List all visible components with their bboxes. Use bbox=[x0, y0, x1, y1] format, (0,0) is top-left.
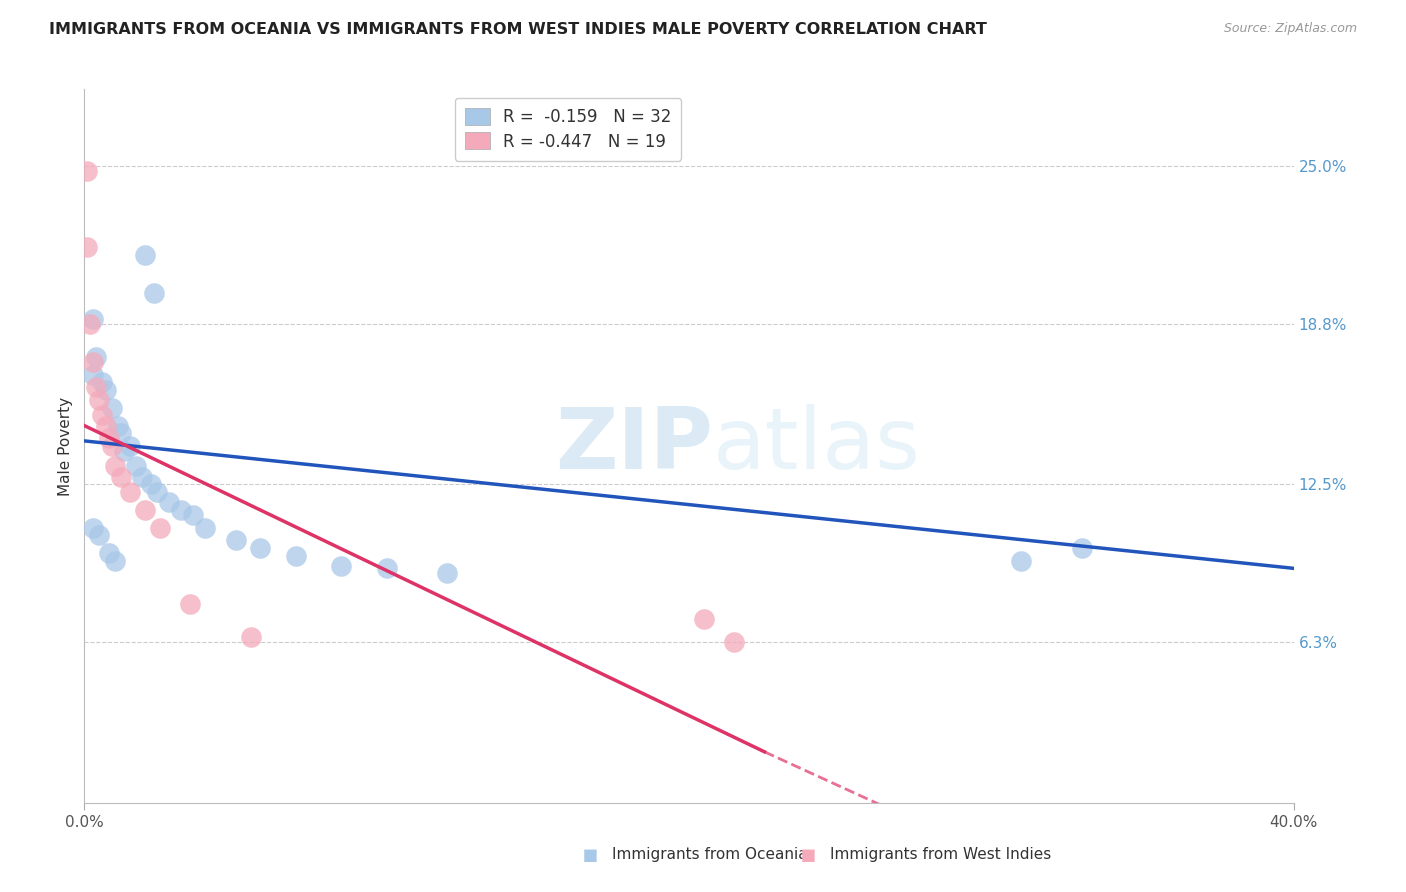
Point bbox=[693, 612, 716, 626]
Point bbox=[125, 459, 148, 474]
Point bbox=[104, 459, 127, 474]
Point bbox=[91, 409, 114, 423]
Point bbox=[330, 558, 353, 573]
Point bbox=[97, 546, 120, 560]
Text: IMMIGRANTS FROM OCEANIA VS IMMIGRANTS FROM WEST INDIES MALE POVERTY CORRELATION : IMMIGRANTS FROM OCEANIA VS IMMIGRANTS FR… bbox=[49, 22, 987, 37]
Y-axis label: Male Poverty: Male Poverty bbox=[58, 396, 73, 496]
Point bbox=[100, 401, 122, 415]
Point bbox=[91, 376, 114, 390]
Point bbox=[149, 520, 172, 534]
Text: Immigrants from Oceania: Immigrants from Oceania bbox=[612, 847, 807, 862]
Text: ▪: ▪ bbox=[800, 843, 817, 866]
Point bbox=[134, 502, 156, 516]
Text: Source: ZipAtlas.com: Source: ZipAtlas.com bbox=[1223, 22, 1357, 36]
Point bbox=[82, 311, 104, 326]
Point bbox=[179, 597, 201, 611]
Point bbox=[89, 528, 111, 542]
Point bbox=[104, 554, 127, 568]
Point bbox=[142, 286, 165, 301]
Point bbox=[112, 444, 135, 458]
Point bbox=[118, 439, 141, 453]
Point bbox=[194, 520, 217, 534]
Point bbox=[170, 502, 193, 516]
Text: atlas: atlas bbox=[713, 404, 921, 488]
Point bbox=[1071, 541, 1094, 555]
Point bbox=[131, 469, 153, 483]
Point bbox=[76, 240, 98, 254]
Text: ZIP: ZIP bbox=[555, 404, 713, 488]
Point bbox=[146, 484, 169, 499]
Legend: R =  -0.159   N = 32, R = -0.447   N = 19: R = -0.159 N = 32, R = -0.447 N = 19 bbox=[454, 97, 682, 161]
Point bbox=[100, 439, 122, 453]
Point bbox=[134, 248, 156, 262]
Point bbox=[79, 317, 101, 331]
Point bbox=[1011, 554, 1033, 568]
Point bbox=[157, 495, 180, 509]
Point bbox=[110, 469, 132, 483]
Text: ▪: ▪ bbox=[582, 843, 599, 866]
Point bbox=[82, 368, 104, 382]
Point bbox=[97, 431, 120, 445]
Point bbox=[139, 477, 162, 491]
Point bbox=[375, 561, 398, 575]
Point bbox=[110, 426, 132, 441]
Point bbox=[82, 520, 104, 534]
Point bbox=[107, 418, 129, 433]
Point bbox=[723, 635, 745, 649]
Point bbox=[181, 508, 204, 522]
Point bbox=[89, 393, 111, 408]
Point bbox=[118, 484, 141, 499]
Point bbox=[76, 163, 98, 178]
Point bbox=[249, 541, 271, 555]
Point bbox=[94, 418, 117, 433]
Point bbox=[225, 533, 247, 548]
Point bbox=[82, 355, 104, 369]
Point bbox=[86, 380, 108, 394]
Point bbox=[285, 549, 308, 563]
Point bbox=[239, 630, 262, 644]
Point bbox=[94, 383, 117, 397]
Point bbox=[86, 350, 108, 364]
Text: Immigrants from West Indies: Immigrants from West Indies bbox=[830, 847, 1050, 862]
Point bbox=[436, 566, 458, 581]
